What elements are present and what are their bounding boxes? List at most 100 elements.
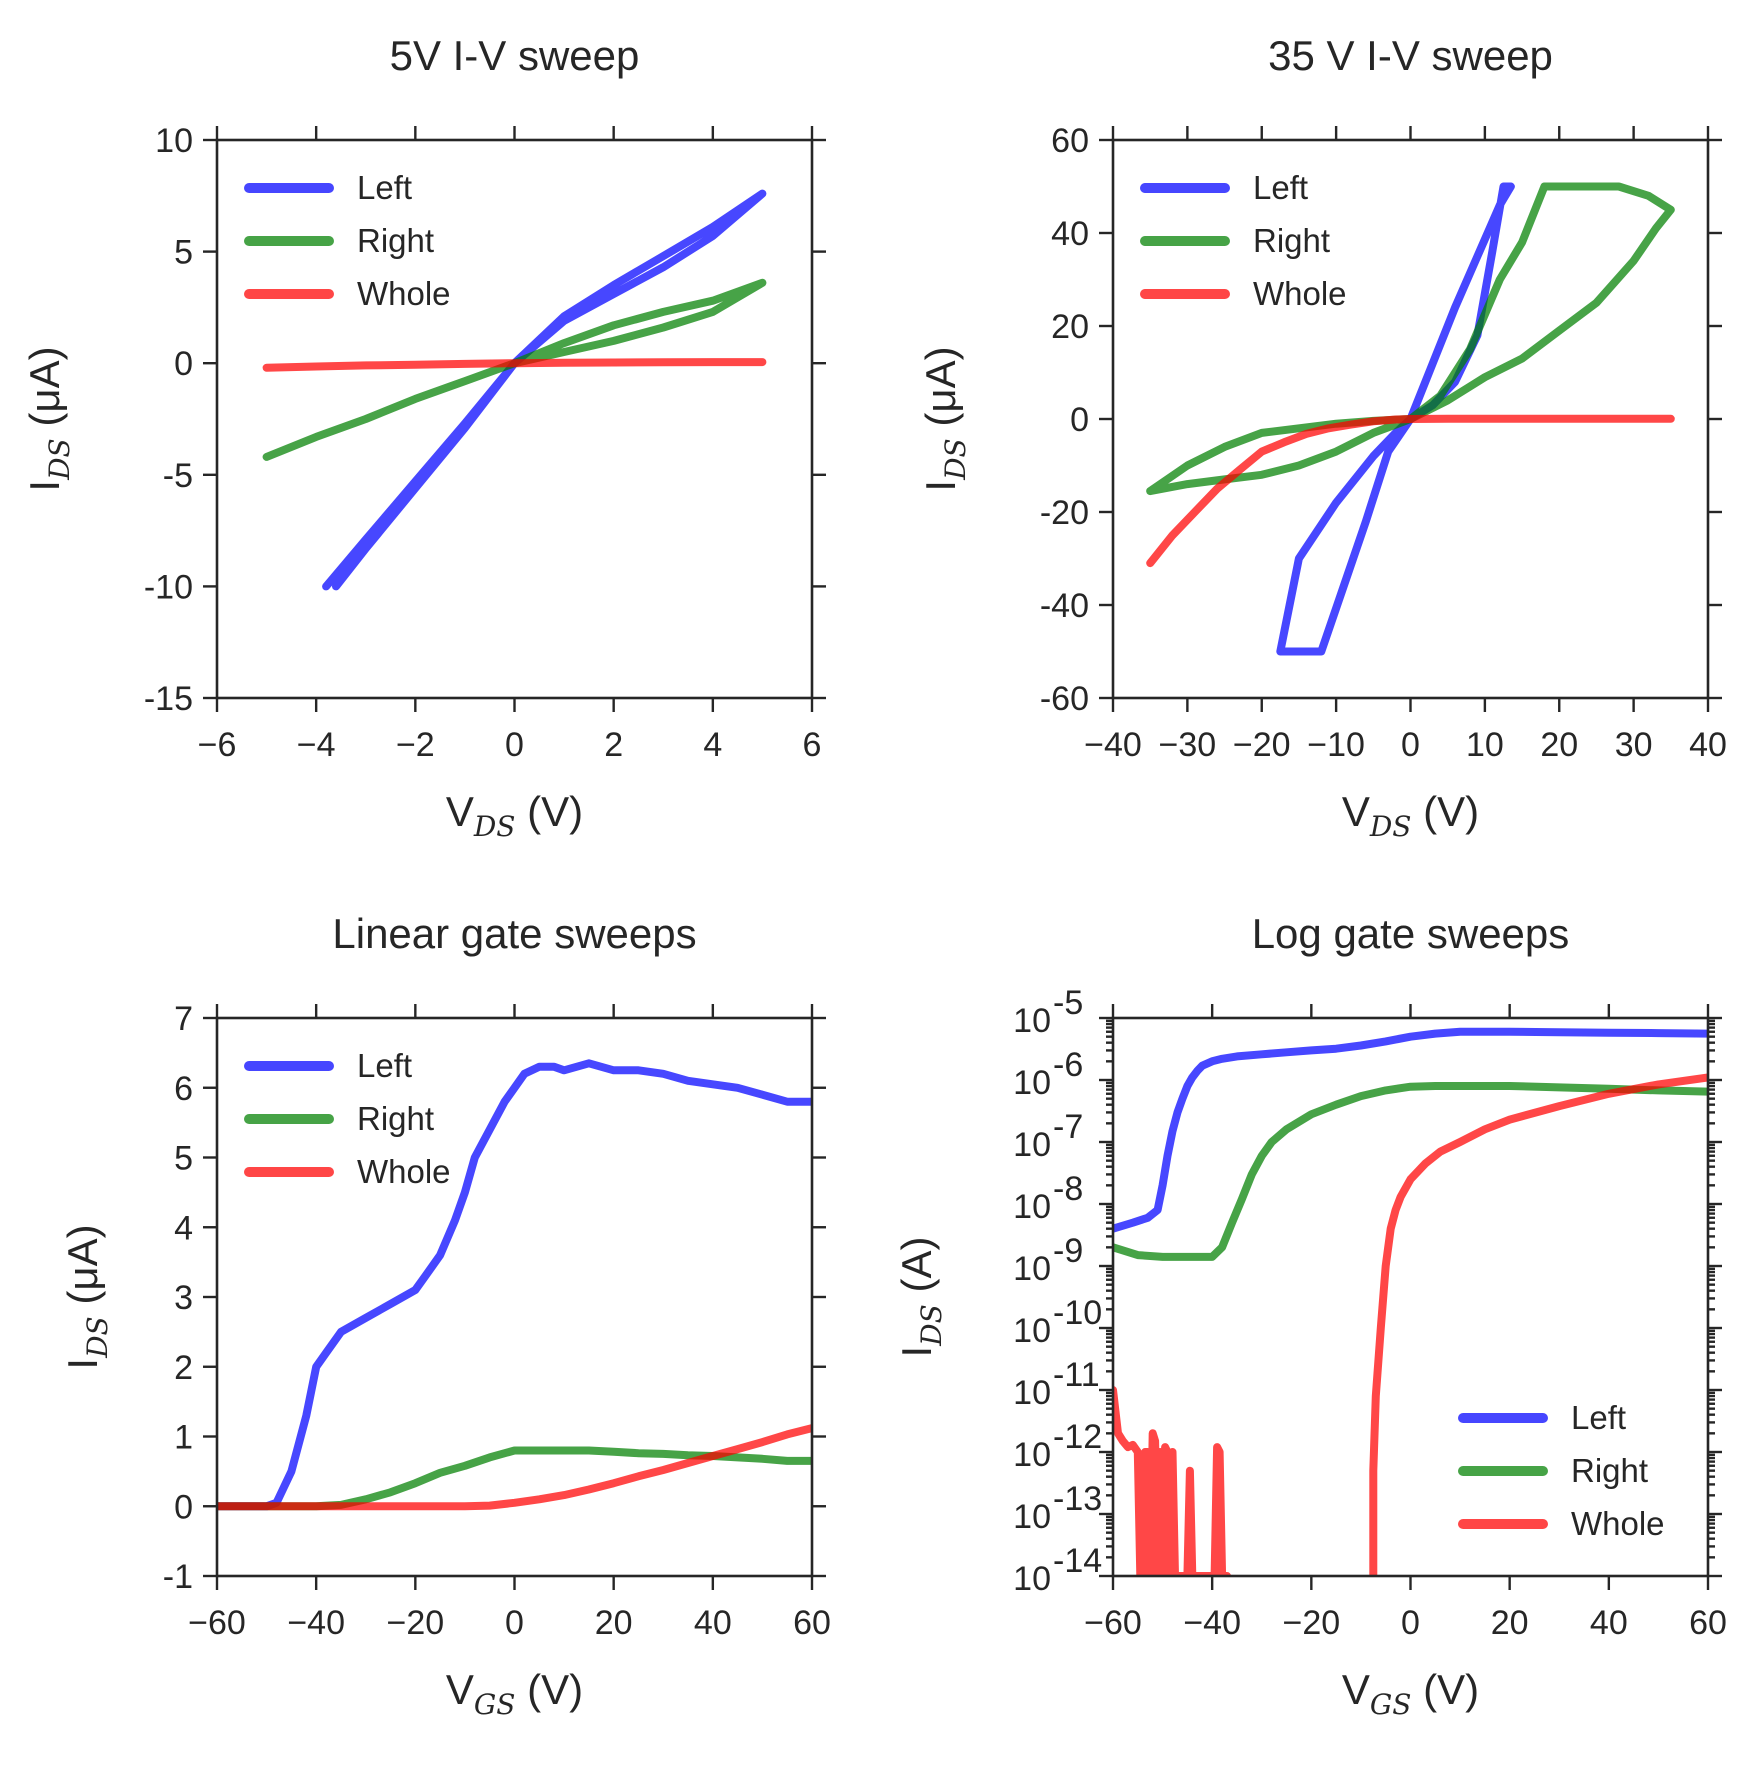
series-line-whole	[1146, 414, 1675, 568]
y-tick-label: 20	[1051, 308, 1089, 346]
x-tick-label: 20	[1491, 1604, 1529, 1642]
legend-label-right: Right	[1253, 222, 1330, 259]
series-line-right	[217, 1446, 812, 1511]
y-axis-label: IDS (μA)	[21, 346, 76, 491]
subplot-p1: −6 −4 −2 0 2 4 6 -15 -10 -5 0 5 10 5V I-V sweep VDS (V…	[21, 32, 826, 843]
y-tick-label: 1	[174, 1419, 193, 1457]
legend: Left Right Whole	[244, 1047, 451, 1190]
x-axis-label: VDS (V)	[446, 788, 583, 843]
y-tick-exponent: -10	[1053, 1294, 1102, 1332]
y-tick-exponent: -6	[1053, 1046, 1083, 1084]
legend-label-left: Left	[1571, 1399, 1626, 1436]
legend: Left Right Whole	[1458, 1399, 1665, 1542]
y-tick-exponent: -9	[1053, 1232, 1083, 1270]
series-line-whole	[1369, 1073, 1708, 1576]
y-axis-label: IDS (A)	[893, 1237, 948, 1358]
y-tick-exponent: -13	[1053, 1480, 1102, 1518]
y-tick-label: 40	[1051, 215, 1089, 253]
x-tick-label: −40	[1084, 726, 1142, 764]
x-tick-label: −20	[386, 1604, 444, 1642]
y-tick-label: 10	[1013, 1560, 1051, 1598]
legend-label-left: Left	[357, 1047, 412, 1084]
x-tick-label: 0	[1401, 1604, 1420, 1642]
y-tick-label: -10	[144, 568, 193, 606]
series-group	[1146, 182, 1675, 656]
y-tick-label: 7	[174, 1000, 193, 1038]
y-tick-exponent: -5	[1053, 984, 1083, 1022]
y-tick-label: 10	[1013, 1002, 1051, 1040]
x-tick-label: 60	[1689, 1604, 1727, 1642]
y-tick-label: -5	[163, 457, 193, 495]
series-line-right	[1113, 1082, 1708, 1261]
x-tick-label: −6	[198, 726, 237, 764]
y-tick-label: 10	[1013, 1126, 1051, 1164]
series-line-whole	[262, 358, 767, 372]
legend-label-right: Right	[357, 222, 434, 259]
subplot-p3: −60 −40 −20 0 20 40 60 -1 0 1 2 3 4 5 6 7 Linear gate sw…	[59, 910, 831, 1721]
y-tick-label: 0	[174, 1488, 193, 1526]
x-axis-label: VGS (V)	[446, 1666, 583, 1721]
x-tick-label: −40	[287, 1604, 345, 1642]
x-tick-label: 40	[1590, 1604, 1628, 1642]
x-tick-label: −2	[396, 726, 435, 764]
y-tick-label: 10	[1013, 1064, 1051, 1102]
y-axis-label: IDS (μA)	[59, 1224, 114, 1369]
series-line-right	[1146, 182, 1675, 496]
y-tick-exponent: -11	[1053, 1356, 1100, 1394]
y-tick-label: 4	[174, 1209, 193, 1247]
y-tick-label: 60	[1051, 122, 1089, 160]
y-tick-label: -15	[144, 680, 193, 718]
x-tick-label: −10	[1307, 726, 1365, 764]
legend-label-left: Left	[1253, 169, 1308, 206]
y-tick-label: -20	[1040, 494, 1089, 532]
legend-label-whole: Whole	[357, 1153, 451, 1190]
y-tick-label: 10	[1013, 1188, 1051, 1226]
x-tick-label: −20	[1233, 726, 1291, 764]
legend: Left Right Whole	[1140, 169, 1347, 312]
y-tick-label: 10	[1013, 1250, 1051, 1288]
y-tick-label: -40	[1040, 587, 1089, 625]
y-tick-exponent: -12	[1053, 1418, 1102, 1456]
y-tick-label: 0	[174, 345, 193, 383]
x-tick-label: 2	[604, 726, 623, 764]
y-tick-label: 3	[174, 1279, 193, 1317]
x-tick-label: 30	[1615, 726, 1653, 764]
legend-label-right: Right	[1571, 1452, 1648, 1489]
chart-title: Log gate sweeps	[1252, 910, 1570, 957]
x-tick-label: 20	[595, 1604, 633, 1642]
chart-title: 35 V I-V sweep	[1268, 32, 1553, 79]
axes-frame	[215, 1016, 814, 1578]
legend-label-whole: Whole	[1253, 275, 1347, 312]
series-line-right	[262, 278, 767, 461]
x-tick-label: 40	[694, 1604, 732, 1642]
series-line-left	[217, 1059, 812, 1511]
series-line-left	[1113, 1027, 1708, 1233]
y-tick-exponent: -7	[1053, 1108, 1083, 1146]
x-tick-label: −60	[1084, 1604, 1142, 1642]
y-tick-label: 10	[1013, 1436, 1051, 1474]
y-tick-exponent: -14	[1053, 1542, 1102, 1580]
x-tick-label: 0	[505, 1604, 524, 1642]
x-tick-label: 60	[793, 1604, 831, 1642]
series-group	[262, 189, 767, 591]
y-tick-label: 10	[1013, 1498, 1051, 1536]
y-tick-label: 0	[1070, 401, 1089, 439]
y-tick-label: 5	[174, 1140, 193, 1178]
x-tick-label: −20	[1282, 1604, 1340, 1642]
y-tick-label: -1	[163, 1558, 193, 1596]
legend-label-left: Left	[357, 169, 412, 206]
legend-label-whole: Whole	[1571, 1505, 1665, 1542]
x-axis-label: VDS (V)	[1342, 788, 1479, 843]
x-axis-label: VGS (V)	[1342, 1666, 1479, 1721]
series-group	[1113, 1027, 1708, 1576]
y-tick-label: 10	[1013, 1312, 1051, 1350]
axes-frame	[1111, 1016, 1710, 1578]
y-tick-label: 10	[1013, 1374, 1051, 1412]
y-tick-label: -60	[1040, 680, 1089, 718]
legend-label-whole: Whole	[357, 275, 451, 312]
y-tick-label: 2	[174, 1349, 193, 1387]
x-tick-label: 40	[1689, 726, 1727, 764]
x-tick-label: −40	[1183, 1604, 1241, 1642]
x-tick-label: 6	[803, 726, 822, 764]
